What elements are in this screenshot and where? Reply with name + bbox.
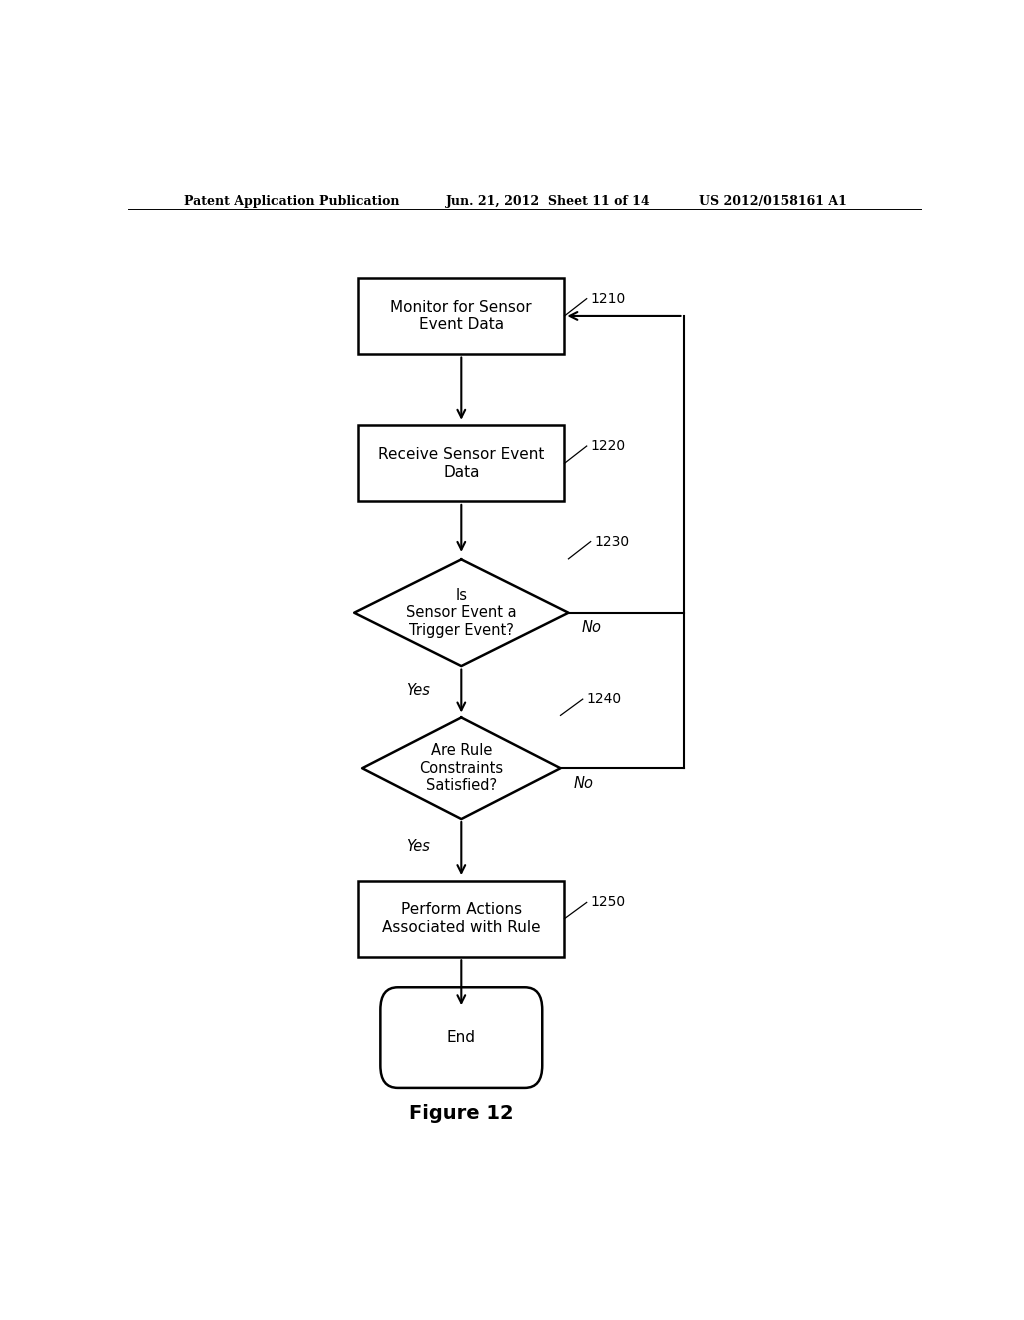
Text: 1250: 1250 bbox=[591, 895, 626, 909]
Text: Is
Sensor Event a
Trigger Event?: Is Sensor Event a Trigger Event? bbox=[406, 587, 517, 638]
Text: Receive Sensor Event
Data: Receive Sensor Event Data bbox=[378, 447, 545, 479]
Text: Are Rule
Constraints
Satisfied?: Are Rule Constraints Satisfied? bbox=[419, 743, 504, 793]
Text: 1230: 1230 bbox=[595, 535, 630, 549]
FancyBboxPatch shape bbox=[358, 425, 564, 502]
Text: Yes: Yes bbox=[406, 840, 430, 854]
Text: 1220: 1220 bbox=[591, 440, 626, 453]
Text: End: End bbox=[446, 1030, 476, 1045]
Text: Yes: Yes bbox=[406, 684, 430, 698]
FancyBboxPatch shape bbox=[380, 987, 543, 1088]
Text: Jun. 21, 2012  Sheet 11 of 14: Jun. 21, 2012 Sheet 11 of 14 bbox=[445, 194, 650, 207]
Polygon shape bbox=[362, 718, 560, 818]
Polygon shape bbox=[354, 560, 568, 667]
Text: 1240: 1240 bbox=[587, 692, 622, 706]
Text: Perform Actions
Associated with Rule: Perform Actions Associated with Rule bbox=[382, 903, 541, 935]
FancyBboxPatch shape bbox=[358, 277, 564, 354]
FancyBboxPatch shape bbox=[358, 880, 564, 957]
Text: Figure 12: Figure 12 bbox=[409, 1105, 514, 1123]
Text: 1210: 1210 bbox=[591, 292, 626, 306]
Text: US 2012/0158161 A1: US 2012/0158161 A1 bbox=[699, 194, 847, 207]
Text: Patent Application Publication: Patent Application Publication bbox=[183, 194, 399, 207]
Text: No: No bbox=[574, 776, 594, 791]
Text: Monitor for Sensor
Event Data: Monitor for Sensor Event Data bbox=[390, 300, 532, 333]
Text: No: No bbox=[582, 620, 602, 635]
